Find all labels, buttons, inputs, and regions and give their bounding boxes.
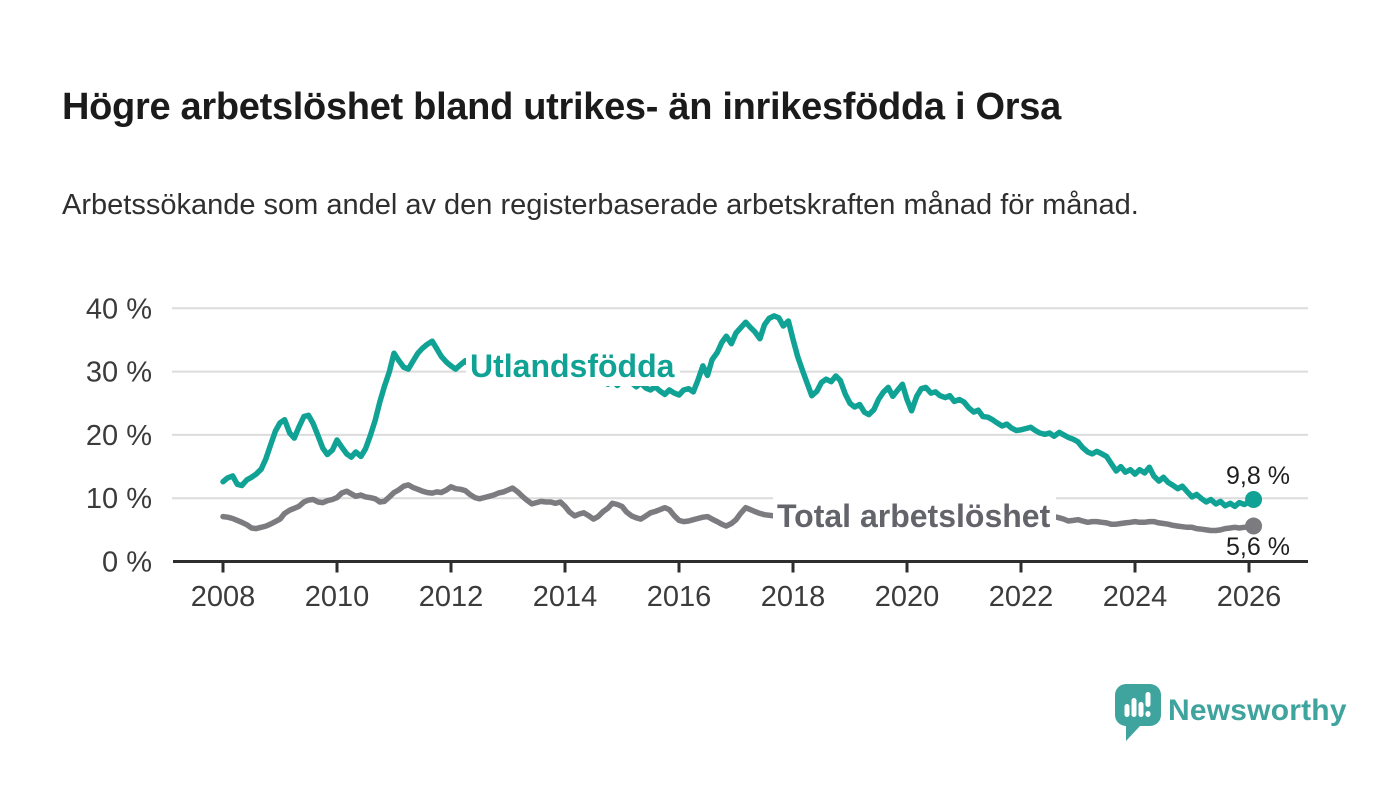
svg-text:0 %: 0 %	[102, 547, 152, 579]
svg-text:2008: 2008	[191, 581, 256, 613]
newsworthy-logo: Newsworthy	[1114, 684, 1354, 744]
end-value-label-utlandsfodda: 9,8 %	[1226, 462, 1290, 490]
newsworthy-chart-bubble-icon	[1115, 684, 1161, 741]
svg-text:2026: 2026	[1217, 581, 1282, 613]
series-label-total-arbetsloshet: Total arbetslöshet	[773, 497, 1057, 536]
svg-text:2016: 2016	[647, 581, 712, 613]
svg-text:2014: 2014	[533, 581, 598, 613]
svg-text:10 %: 10 %	[86, 483, 152, 515]
svg-text:30 %: 30 %	[86, 357, 152, 389]
newsworthy-logo-text: Newsworthy	[1168, 694, 1347, 727]
svg-text:2024: 2024	[1103, 581, 1168, 613]
svg-text:40 %: 40 %	[86, 293, 152, 325]
svg-text:2022: 2022	[989, 581, 1054, 613]
svg-text:2018: 2018	[761, 581, 826, 613]
svg-text:2012: 2012	[419, 581, 484, 613]
line-chart: 2008 2010 2012 2014 2016 2018 2020 2022 2024 2026…	[86, 293, 1308, 613]
svg-text:2020: 2020	[875, 581, 940, 613]
svg-text:2010: 2010	[305, 581, 370, 613]
chart-subtitle: Arbetssökande som andel av den registerb…	[62, 189, 1139, 221]
svg-text:20 %: 20 %	[86, 420, 152, 452]
page-title: Högre arbetslöshet bland utrikes- än inr…	[62, 86, 1061, 129]
series-label-utlandsfodda: Utlandsfödda	[466, 347, 681, 386]
end-value-label-total: 5,6 %	[1226, 533, 1290, 561]
